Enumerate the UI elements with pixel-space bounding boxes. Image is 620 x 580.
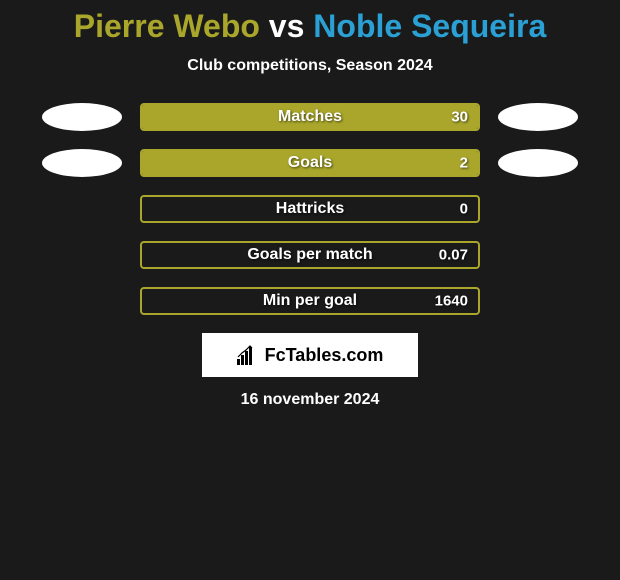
- avatar-spacer: [498, 241, 578, 269]
- player1-name: Pierre Webo: [74, 8, 260, 44]
- stat-row: Goals 2: [0, 149, 620, 177]
- logo-text: FcTables.com: [265, 345, 384, 366]
- stat-label: Hattricks: [276, 200, 344, 218]
- subtitle: Club competitions, Season 2024: [0, 57, 620, 75]
- page-title: Pierre Webo vs Noble Sequeira: [0, 8, 620, 45]
- player2-avatar: [498, 103, 578, 131]
- stat-value: 0.07: [439, 247, 468, 264]
- stat-row: Hattricks 0: [0, 195, 620, 223]
- stat-label: Matches: [278, 108, 342, 126]
- stat-row: Goals per match 0.07: [0, 241, 620, 269]
- stat-bar: Goals 2: [140, 149, 480, 177]
- stat-bar: Matches 30: [140, 103, 480, 131]
- logo-box[interactable]: FcTables.com: [202, 333, 418, 377]
- avatar-spacer: [498, 195, 578, 223]
- avatar-spacer: [42, 287, 122, 315]
- avatar-spacer: [42, 195, 122, 223]
- player2-name: Noble Sequeira: [313, 8, 546, 44]
- stat-bar: Goals per match 0.07: [140, 241, 480, 269]
- stat-label: Goals: [288, 154, 332, 172]
- stat-row: Matches 30: [0, 103, 620, 131]
- player1-avatar: [42, 149, 122, 177]
- stats-list: Matches 30 Goals 2 Hattricks 0 Goals per match…: [0, 103, 620, 315]
- stat-bar: Hattricks 0: [140, 195, 480, 223]
- stat-label: Min per goal: [263, 292, 357, 310]
- avatar-spacer: [498, 287, 578, 315]
- bar-chart-icon: [237, 345, 259, 365]
- player2-avatar: [498, 149, 578, 177]
- stat-row: Min per goal 1640: [0, 287, 620, 315]
- stat-value: 2: [460, 155, 468, 172]
- avatar-spacer: [42, 241, 122, 269]
- date-text: 16 november 2024: [0, 391, 620, 409]
- vs-text: vs: [260, 8, 313, 44]
- infographic-container: Pierre Webo vs Noble Sequeira Club compe…: [0, 0, 620, 409]
- stat-bar: Min per goal 1640: [140, 287, 480, 315]
- stat-value: 1640: [435, 293, 468, 310]
- stat-label: Goals per match: [247, 246, 372, 264]
- player1-avatar: [42, 103, 122, 131]
- stat-value: 30: [451, 109, 468, 126]
- stat-value: 0: [460, 201, 468, 218]
